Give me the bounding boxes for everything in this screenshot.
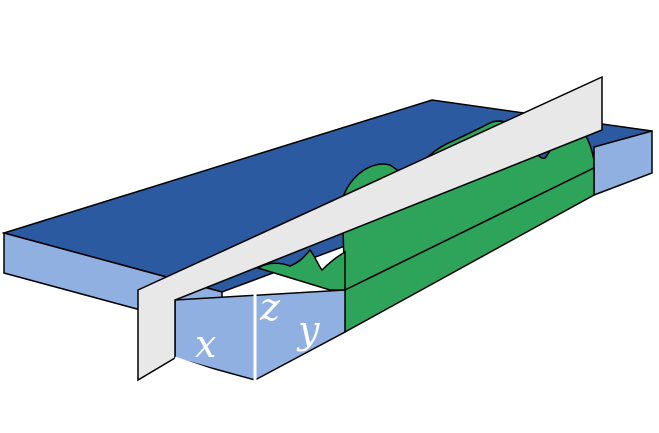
y-axis-label: y: [296, 308, 320, 352]
y-axis-line: [254, 298, 411, 387]
z-axis-label: z: [259, 285, 281, 329]
green-region-top-front: [256, 248, 346, 291]
cutting-plane: [137, 75, 603, 382]
x-axis-label: x: [195, 322, 216, 366]
x-axis-line: [174, 356, 256, 387]
